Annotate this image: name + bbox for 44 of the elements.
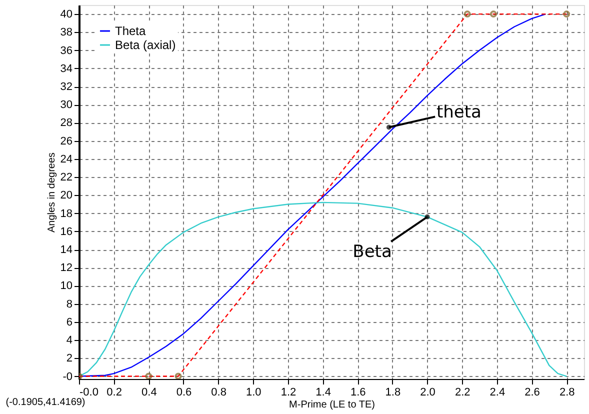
y-tick-label: 16 xyxy=(60,226,72,238)
x-axis-title: M-Prime (LE to TE) xyxy=(289,400,375,410)
y-tick-label: 36 xyxy=(60,44,72,57)
x-tick-label: 2.4 xyxy=(490,386,506,398)
x-tick-label: 0.4 xyxy=(142,386,157,398)
y-tick-label: 2 xyxy=(66,352,72,365)
y-tick-label: 22 xyxy=(60,172,72,184)
y-tick-label: 34 xyxy=(60,62,72,75)
x-tick-label: 2.6 xyxy=(524,386,540,398)
y-tick-label: 26 xyxy=(60,135,72,148)
x-tick-label: 2.8 xyxy=(559,386,575,398)
x-tick-label: 0.2 xyxy=(106,386,122,398)
y-tick-label: 6 xyxy=(66,316,72,328)
y-tick-label: 40 xyxy=(60,8,72,21)
x-tick-label: 2.2 xyxy=(454,386,470,398)
y-tick-label: -0 xyxy=(62,370,72,383)
x-tick-label: 0.8 xyxy=(211,386,226,398)
legend-label: Theta xyxy=(115,24,146,38)
y-tick-label: 32 xyxy=(60,81,72,93)
x-tick-label: 1.8 xyxy=(385,386,401,398)
x-tick-label: 1.6 xyxy=(350,386,366,398)
y-tick-label: 38 xyxy=(60,26,72,39)
line-series xyxy=(79,202,568,377)
y-tick-label: 20 xyxy=(60,190,72,202)
legend-label: Beta (axial) xyxy=(115,38,176,52)
y-tick-label: 24 xyxy=(60,153,72,166)
x-tick-label: -0.0 xyxy=(80,386,98,398)
x-tick-label: 0.6 xyxy=(176,386,192,398)
y-tick-label: 12 xyxy=(60,262,72,274)
y-tick-label: 18 xyxy=(60,208,72,220)
y-tick-label: 28 xyxy=(60,117,72,130)
text: (-0.1905,41.4169) xyxy=(6,397,86,408)
y-tick-label: 4 xyxy=(66,334,72,347)
x-tick-label: 1.2 xyxy=(280,386,296,398)
annotation: Beta xyxy=(352,242,392,262)
y-tick-label: 10 xyxy=(60,280,72,292)
y-tick-label: 8 xyxy=(66,298,72,310)
x-tick-label: 1.4 xyxy=(316,386,331,398)
y-tick-label: 30 xyxy=(60,99,72,112)
annotation: theta xyxy=(436,102,482,122)
x-tick-label: 1.0 xyxy=(246,386,262,398)
y-axis-title: Angles in degrees xyxy=(46,152,58,233)
x-tick-label: 2.0 xyxy=(420,386,436,398)
y-tick-label: 14 xyxy=(60,244,72,256)
